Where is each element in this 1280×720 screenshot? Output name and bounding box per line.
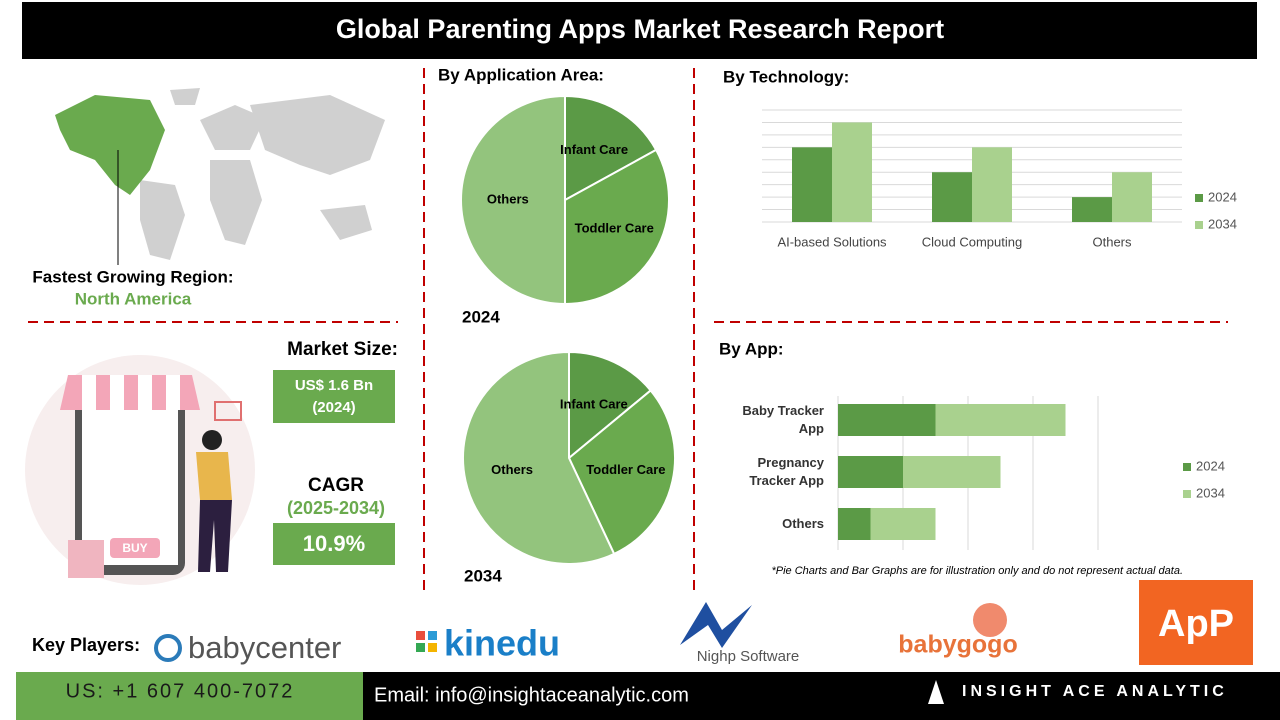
footer-bar — [363, 672, 1280, 720]
cagr-box — [273, 523, 395, 565]
chart-title: By App: — [719, 339, 784, 358]
x-tick-label: Cloud Computing — [922, 234, 1022, 249]
note: *Pie Charts and Bar Graphs are for illus… — [771, 565, 1183, 577]
bar — [1072, 197, 1112, 222]
chart-title: By Application Area: — [438, 65, 604, 84]
bar — [932, 172, 972, 222]
title: Global Parenting Apps Market Research Re… — [336, 14, 944, 44]
slice-label: Infant Care — [560, 397, 628, 412]
app-logo-box — [1139, 580, 1253, 665]
north-america — [55, 95, 165, 195]
legend-swatch — [1195, 194, 1203, 202]
legend-swatch — [1183, 490, 1191, 498]
legend-label: 2034 — [1208, 216, 1237, 231]
region-label: Fastest Growing Region: — [32, 267, 233, 286]
brand: INSIGHT ACE ANALYTIC — [962, 683, 1228, 700]
brand-icon — [928, 680, 944, 704]
x-tick-label: AI-based Solutions — [777, 234, 887, 249]
pie-slice — [462, 350, 616, 565]
slice-label: Others — [491, 462, 533, 477]
player-logo: Nighp Software — [697, 648, 800, 665]
player-logo: babygogo — [898, 631, 1017, 659]
bar — [903, 456, 1001, 488]
market-size-box — [273, 370, 395, 423]
market-size: US$ 1.6 Bn — [295, 377, 373, 394]
slice-label: Toddler Care — [575, 221, 654, 236]
legend-swatch — [1195, 221, 1203, 229]
bar — [935, 404, 1066, 436]
y-tick-label: Others — [782, 516, 824, 531]
player-logo: ApP — [1158, 603, 1234, 645]
legend-label: 2024 — [1196, 458, 1225, 473]
key-players-label: Key Players: — [32, 635, 140, 655]
footer-phone-bar — [16, 672, 363, 720]
slice-label: Toddler Care — [586, 462, 665, 477]
bar — [870, 508, 936, 540]
email: Email: info@insightaceanalytic.com — [374, 684, 689, 706]
pie-slice — [564, 94, 658, 202]
cagr-period: (2025-2034) — [287, 498, 385, 518]
phone: US: +1 607 400-7072 — [66, 680, 295, 702]
cagr-label: CAGR — [308, 475, 364, 496]
slice-label: Infant Care — [560, 142, 628, 157]
cagr: 10.9% — [303, 531, 365, 556]
bar — [838, 508, 871, 540]
player-logo: kinedu — [444, 623, 560, 664]
legend-label: 2024 — [1208, 189, 1237, 204]
world-map — [140, 88, 385, 260]
buy-button: BUY — [122, 541, 147, 555]
pie-slice — [460, 94, 566, 306]
pie-slice — [568, 350, 653, 461]
nighp-icon — [680, 602, 752, 648]
kinedu-icon — [416, 631, 437, 652]
bar — [792, 147, 832, 222]
legend-label: 2034 — [1196, 485, 1225, 500]
chart-subtitle: 2024 — [462, 307, 500, 326]
chart-subtitle: 2034 — [464, 566, 502, 585]
y-tick-label: Pregnancy Tracker App — [749, 455, 824, 488]
legend-swatch — [1183, 463, 1191, 471]
market-size-label: Market Size: — [287, 339, 398, 360]
bar — [838, 404, 936, 436]
bar — [832, 122, 872, 222]
babycenter-icon — [154, 634, 182, 662]
slice-label: Others — [487, 191, 529, 206]
bar — [838, 456, 903, 488]
shop-illustration: BUY — [25, 355, 255, 585]
pie-slice — [564, 148, 670, 306]
bar — [972, 147, 1012, 222]
chart-title: By Technology: — [723, 67, 849, 86]
babygogo-icon — [973, 603, 1007, 637]
bar — [1112, 172, 1152, 222]
dividers — [28, 68, 1228, 590]
player-logo: babycenter — [188, 630, 341, 665]
market-size-year: (2024) — [312, 399, 355, 416]
y-tick-label: Baby Tracker App — [742, 403, 824, 436]
region-value: North America — [75, 289, 192, 308]
header-bar — [22, 2, 1257, 59]
x-tick-label: Others — [1092, 234, 1132, 249]
